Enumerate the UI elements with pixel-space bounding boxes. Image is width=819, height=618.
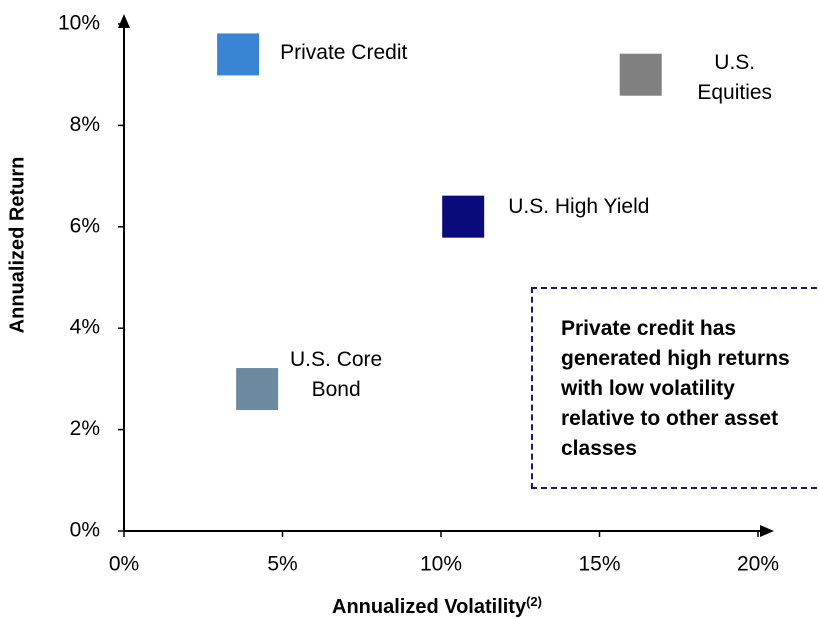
x-tick-label: 20% bbox=[737, 553, 779, 576]
x-tick-label: 5% bbox=[267, 553, 297, 576]
y-tick-label: 0% bbox=[70, 519, 100, 542]
marker bbox=[619, 53, 662, 96]
marker bbox=[442, 195, 485, 238]
y-tick-label: 4% bbox=[70, 316, 100, 339]
x-axis-title: Annualized Volatility(2) bbox=[0, 594, 819, 618]
x-axis-title-text: Annualized Volatility bbox=[332, 596, 527, 618]
annotation-box: Private credit has generated high return… bbox=[531, 287, 817, 489]
y-tick-label: 6% bbox=[70, 214, 100, 237]
x-tick-label: 0% bbox=[109, 553, 139, 576]
x-tick-label: 10% bbox=[420, 553, 462, 576]
point-label: Private Credit bbox=[280, 41, 408, 65]
marker bbox=[217, 33, 260, 76]
annotation: Private credit has generated high return… bbox=[561, 317, 790, 460]
y-tick-label: 2% bbox=[70, 417, 100, 440]
y-tick-label: 10% bbox=[58, 12, 100, 35]
footnote-marker: (2) bbox=[526, 594, 542, 609]
point-label: U.S. Core Bond bbox=[290, 348, 383, 402]
marker bbox=[236, 368, 279, 411]
y-axis-arrow bbox=[118, 14, 130, 28]
y-axis-title: Annualized Return bbox=[6, 157, 28, 334]
x-axis-arrow bbox=[760, 525, 774, 537]
point-label: U.S. High Yield bbox=[508, 194, 650, 218]
point-label: U.S. Equities bbox=[697, 50, 773, 104]
y-tick-label: 8% bbox=[70, 113, 100, 136]
x-tick-label: 15% bbox=[578, 553, 620, 576]
